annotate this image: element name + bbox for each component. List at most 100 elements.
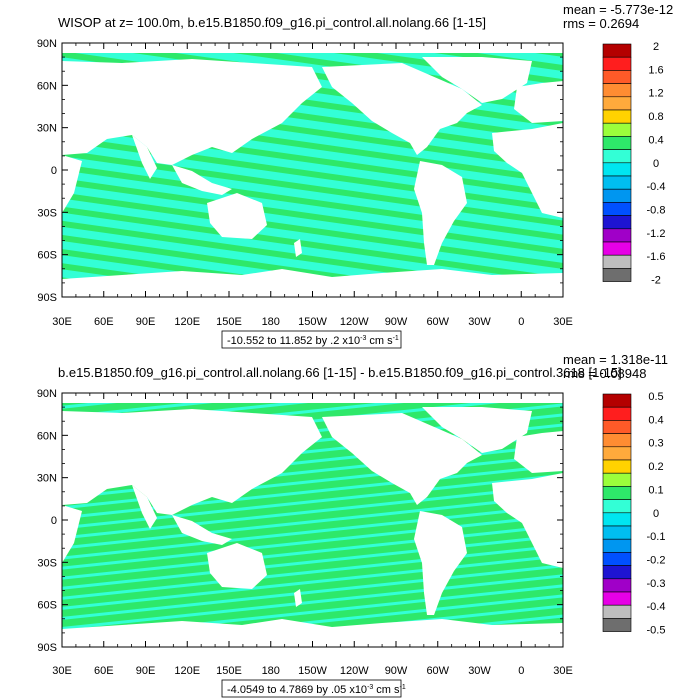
x-tick-label: 120E <box>174 316 200 328</box>
panel-bottom-x-axis: 30E 60E 90E 120E 150E 180 150W 120W 90W 60W 30W 0 30… <box>52 393 573 677</box>
panel-bottom-range-label: -4.0549 to 4.7869 by .05 x10 <box>227 684 367 696</box>
x-tick-label: 120W <box>340 316 369 328</box>
y-tick-label: 30N <box>37 473 57 485</box>
colorbar-label: -0.4 <box>647 601 666 613</box>
colorbar-box <box>602 446 632 461</box>
colorbar-box <box>602 565 632 580</box>
colorbar-box <box>602 393 632 408</box>
colorbar-label: -1.6 <box>647 251 666 263</box>
colorbar-box <box>602 162 632 177</box>
panel-bottom-range-unit-exp: -1 <box>400 684 406 691</box>
colorbar-label: -0.8 <box>647 205 666 217</box>
x-tick-label: 120W <box>340 665 369 677</box>
y-tick-label: 30S <box>37 557 57 569</box>
colorbar-box <box>602 83 632 98</box>
colorbar-box <box>602 175 632 190</box>
y-tick-label: 90N <box>37 38 57 50</box>
panel-top-x-axis: 30E 60E 90E 120E 150E 180 150W 120W 90W 60W 30W 0 30… <box>52 43 573 328</box>
panel-top-map <box>62 43 563 297</box>
panel-top-range-unit-exp: -1 <box>393 335 399 342</box>
x-tick-label: 60W <box>426 665 449 677</box>
x-tick-label: 0 <box>518 316 524 328</box>
panel-top-colorbar: 2 1.6 1.2 0.8 0.4 0 -0.4 -0.8 -1.2 -1.6 -2 <box>602 41 666 287</box>
y-tick-label: 60S <box>37 250 57 262</box>
panel-bottom-range-exp: -3 <box>367 684 373 691</box>
colorbar-box <box>602 472 632 487</box>
colorbar-box <box>602 96 632 111</box>
x-tick-label: 30E <box>553 665 573 677</box>
colorbar-box <box>602 499 632 514</box>
colorbar-box <box>602 538 632 553</box>
colorbar-box <box>602 228 632 243</box>
colorbar-label: -0.3 <box>647 578 666 590</box>
x-tick-label: 90W <box>385 316 408 328</box>
y-tick-label: 60N <box>37 80 57 92</box>
panel-bottom-map <box>62 393 563 647</box>
colorbar-label: 0.4 <box>648 414 663 426</box>
panel-top-range-box: -10.552 to 11.852 by .2 x10-3 cm s-1 <box>221 330 402 349</box>
x-tick-label: 90E <box>136 316 156 328</box>
panel-bottom-colorbar: 0.5 0.4 0.3 0.2 0.1 0 -0.1 -0.2 -0.3 -0.4 -0.5 <box>602 391 666 637</box>
colorbar-box <box>602 486 632 500</box>
panel-top-mean: mean = -5.773e-12 <box>563 2 673 17</box>
x-tick-label: 30E <box>553 316 573 328</box>
x-tick-label: 150E <box>216 665 242 677</box>
colorbar-label: 0 <box>653 158 659 170</box>
x-tick-label: 30E <box>52 316 72 328</box>
colorbar-box <box>602 512 632 527</box>
panel-bottom-range-unit: cm s <box>376 684 400 696</box>
colorbar-label: 0.1 <box>648 484 663 496</box>
colorbar-box <box>602 459 632 474</box>
x-tick-label: 150W <box>298 665 327 677</box>
x-tick-label: 90E <box>136 665 156 677</box>
colorbar-box <box>602 268 632 282</box>
x-tick-label: 60W <box>426 316 449 328</box>
panel-top-range-exp: -3 <box>360 335 366 342</box>
colorbar-label: 0.4 <box>648 134 663 146</box>
colorbar-label: -1.2 <box>647 228 666 240</box>
panel-top-range-label: -10.552 to 11.852 by .2 x10 <box>227 335 360 347</box>
x-tick-label: 60E <box>94 665 114 677</box>
colorbar-box <box>602 56 632 71</box>
panel-top-range-unit: cm s <box>369 335 393 347</box>
panel-top-rms: rms = 0.2694 <box>563 16 639 31</box>
x-tick-label: 180 <box>262 665 280 677</box>
colorbar-box <box>602 552 632 566</box>
colorbar-box <box>602 188 632 203</box>
panel-bottom-range-box: -4.0549 to 4.7869 by .05 x10-3 cm s-1 <box>221 679 406 698</box>
colorbar-label: 2 <box>653 41 659 53</box>
colorbar-box <box>602 618 632 632</box>
colorbar-box <box>602 254 632 269</box>
panel-bottom-rms: rms = 0.08948 <box>563 366 646 381</box>
colorbar-box <box>602 122 632 137</box>
colorbar-label: 0.5 <box>648 391 663 403</box>
colorbar-box <box>602 406 632 421</box>
panel-bottom-y-axis: 90N 60N 30N 0 30S 60S 90S <box>37 388 563 654</box>
colorbar-label: 1.2 <box>648 88 663 100</box>
x-tick-label: 30W <box>468 665 491 677</box>
x-tick-label: 30E <box>52 665 72 677</box>
panel-bottom: b.e15.B1850.f09_g16.pi_control.all.nolan… <box>37 352 668 698</box>
panel-top: WISOP at z= 100.0m, b.e15.B1850.f09_g16.… <box>37 2 673 349</box>
colorbar-label: 0.3 <box>648 438 663 450</box>
colorbar-box <box>602 215 632 230</box>
svg-text:-4.0549 to 4.7869 by .05 x10-3: -4.0549 to 4.7869 by .05 x10-3 cm s-1 <box>227 684 406 696</box>
colorbar-box <box>602 109 632 124</box>
colorbar-box <box>602 578 632 593</box>
y-tick-label: 90S <box>37 642 57 654</box>
x-tick-label: 0 <box>518 665 524 677</box>
y-tick-label: 60N <box>37 430 57 442</box>
colorbar-box <box>602 604 632 619</box>
colorbar-label: -0.4 <box>647 181 666 193</box>
x-tick-label: 180 <box>262 316 280 328</box>
colorbar-box <box>602 433 632 448</box>
colorbar-box <box>602 525 632 540</box>
y-tick-label: 90S <box>37 292 57 304</box>
x-tick-label: 150W <box>298 316 327 328</box>
x-tick-label: 120E <box>174 665 200 677</box>
colorbar-label: 0.2 <box>648 461 663 473</box>
colorbar-box <box>602 43 632 58</box>
colorbar-label: -0.2 <box>647 555 666 567</box>
panel-bottom-mean: mean = 1.318e-11 <box>563 352 668 367</box>
